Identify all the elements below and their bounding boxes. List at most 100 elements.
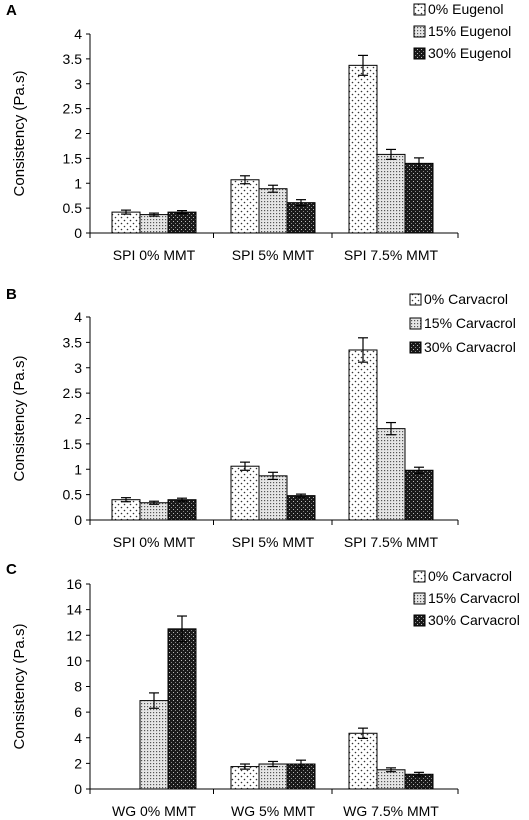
bar	[167, 628, 197, 790]
x-tick-label: SPI 0% MMT	[113, 534, 196, 550]
error-bar	[240, 461, 250, 471]
x-tick-label: SPI 7.5% MMT	[344, 534, 439, 550]
bar	[139, 700, 169, 790]
y-tick-label: 2	[74, 411, 82, 427]
y-tick-label: 2	[74, 126, 82, 142]
error-bar	[414, 466, 424, 474]
error-bar	[414, 157, 424, 170]
bar	[286, 202, 316, 234]
y-tick-label: 4	[74, 26, 82, 42]
y-tick-label: 0.5	[63, 200, 83, 216]
y-tick-label: 0	[74, 781, 82, 797]
y-tick-label: 3.5	[63, 334, 83, 350]
legend-label: 30% Carvacrol	[424, 339, 516, 355]
y-tick-label: 16	[66, 576, 82, 592]
panel-label: A	[6, 2, 17, 19]
bar	[348, 349, 378, 521]
bar	[258, 188, 288, 234]
error-bar	[177, 615, 187, 643]
bar-chart-a: 0 0.5 1 1.5 2 2.5 3 3.5 4 Consistency (Pa.s) SPI 0…	[11, 1, 511, 263]
error-bar	[268, 471, 278, 480]
error-bar	[386, 148, 396, 160]
legend-swatch	[413, 570, 426, 583]
bar	[404, 162, 434, 234]
legend-swatch	[413, 614, 426, 627]
y-tick-label: 2.5	[63, 385, 83, 401]
legend-label: 15% Eugenol	[428, 23, 511, 39]
x-tick-label: WG 5% MMT	[231, 803, 315, 819]
bar	[111, 211, 141, 234]
error-bar	[386, 767, 396, 773]
y-tick-label: 14	[66, 602, 82, 618]
bar	[376, 428, 406, 521]
bar	[348, 64, 378, 234]
y-tick-label: 4	[74, 730, 82, 746]
bar	[404, 469, 434, 521]
x-tick-label: WG 7.5% MMT	[343, 803, 439, 819]
error-bar	[149, 500, 159, 505]
legend-label: 0% Eugenol	[428, 1, 504, 17]
legend-label: 30% Eugenol	[428, 45, 511, 61]
y-tick-label: 0	[74, 512, 82, 528]
y-tick-label: 0.5	[63, 487, 83, 503]
legend-label: 0% Carvacrol	[428, 568, 512, 584]
y-axis-label: Consistency (Pa.s)	[11, 71, 28, 197]
bar	[111, 499, 141, 521]
y-tick-label: 1.5	[63, 436, 83, 452]
error-bar	[296, 199, 306, 207]
error-bar	[177, 210, 187, 215]
x-tick-label: SPI 7.5% MMT	[344, 247, 439, 263]
bar	[139, 214, 169, 234]
bar	[286, 495, 316, 521]
chart-panel-c: C 0 2 4 6 8 10 12 14 16 Consistency (Pa.s) WG 0% M…	[0, 559, 529, 820]
panel-label: B	[6, 286, 17, 303]
error-bar	[121, 209, 131, 215]
bar-chart-b: 0 0.5 1 1.5 2 2.5 3 3.5 4 Consistency (Pa.s) SPI 0…	[11, 291, 516, 550]
error-bar	[358, 54, 368, 76]
y-tick-label: 1.5	[63, 150, 83, 166]
bar	[230, 766, 260, 790]
legend-label: 15% Carvacrol	[428, 590, 520, 606]
bar	[348, 732, 378, 790]
y-tick-label: 2.5	[63, 101, 83, 117]
y-axis-label: Consistency (Pa.s)	[11, 356, 28, 482]
bar	[167, 499, 197, 521]
legend-swatch	[413, 47, 426, 60]
x-tick-label: SPI 5% MMT	[232, 247, 315, 263]
x-tick-label: WG 0% MMT	[112, 803, 196, 819]
x-tick-label: SPI 0% MMT	[113, 247, 196, 263]
error-bar	[358, 727, 368, 739]
y-tick-label: 12	[66, 627, 82, 643]
y-tick-label: 10	[66, 653, 82, 669]
y-axis-label: Consistency (Pa.s)	[11, 624, 28, 750]
error-bar	[121, 497, 131, 503]
error-bar	[268, 760, 278, 768]
bar-chart-c: 0 2 4 6 8 10 12 14 16 Consistency (Pa.s) WG 0% MMT…	[11, 568, 520, 819]
y-tick-label: 4	[74, 309, 82, 325]
bar	[376, 153, 406, 234]
panel-label: C	[6, 561, 17, 578]
error-bar	[414, 771, 424, 777]
y-tick-label: 0	[74, 225, 82, 241]
x-tick-label: SPI 5% MMT	[232, 534, 315, 550]
error-bar	[296, 759, 306, 769]
chart-panel-a: A 0 0.5 1 1.5 2 2.5 3 3.5 4 Consistency (Pa.s) SPI…	[0, 0, 529, 270]
legend-swatch	[413, 592, 426, 605]
bar	[376, 769, 406, 790]
error-bar	[149, 692, 159, 709]
legend-swatch	[409, 293, 422, 306]
legend-label: 30% Carvacrol	[428, 612, 520, 628]
bar	[167, 211, 197, 234]
legend-swatch	[409, 341, 422, 354]
legend-swatch	[413, 3, 426, 16]
bar	[258, 475, 288, 521]
legend-swatch	[409, 317, 422, 330]
bar	[230, 465, 260, 521]
y-tick-label: 2	[74, 755, 82, 771]
y-tick-label: 8	[74, 679, 82, 695]
error-bar	[268, 184, 278, 193]
y-tick-label: 6	[74, 704, 82, 720]
legend-label: 15% Carvacrol	[424, 315, 516, 331]
error-bar	[358, 337, 368, 363]
legend-swatch	[413, 25, 426, 38]
